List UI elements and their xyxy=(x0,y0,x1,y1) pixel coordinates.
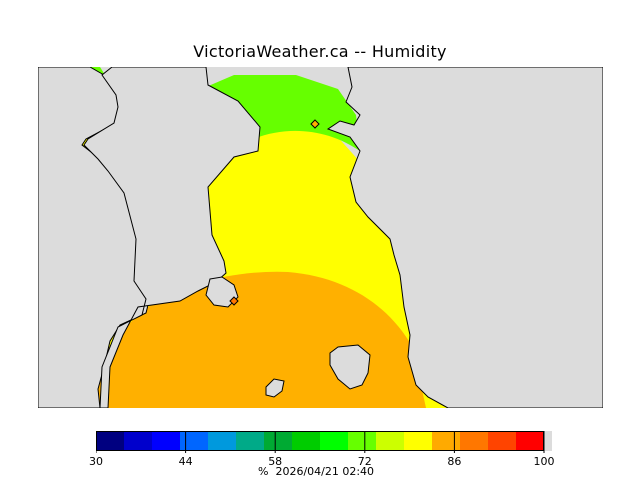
color-legend xyxy=(96,431,552,453)
island-1 xyxy=(329,344,371,390)
legend-swatch xyxy=(236,431,265,451)
legend-swatch xyxy=(376,431,405,451)
legend-swatch xyxy=(460,431,489,451)
legend-swatch xyxy=(516,431,545,451)
legend-tick-label: 44 xyxy=(178,455,193,468)
legend-swatch xyxy=(264,431,293,451)
legend-swatch xyxy=(152,431,181,451)
chart-title: VictoriaWeather.ca -- Humidity xyxy=(193,42,447,61)
station-marker-north xyxy=(310,119,320,129)
legend-swatch xyxy=(96,431,125,451)
legend-swatch xyxy=(432,431,461,451)
humidity-map xyxy=(38,67,603,408)
legend-tick-label: 86 xyxy=(447,455,462,468)
legend-swatch xyxy=(292,431,321,451)
legend-swatch xyxy=(124,431,153,451)
unit-symbol: % xyxy=(258,465,269,478)
legend-swatch xyxy=(404,431,433,451)
legend-tick-label: 100 xyxy=(533,455,555,468)
legend-swatch xyxy=(348,431,377,451)
green-zone-center xyxy=(206,75,360,151)
land-east xyxy=(326,67,603,408)
timestamp: 2026/04/21 02:40 xyxy=(275,465,375,478)
legend-swatch xyxy=(320,431,349,451)
legend-tick-label: 30 xyxy=(89,455,103,468)
station-marker-victoria xyxy=(229,296,239,306)
legend-swatch xyxy=(208,431,237,451)
legend-tail xyxy=(544,431,552,451)
legend-footer: % 2026/04/21 02:40 xyxy=(258,465,374,478)
legend-tick-label: 58 xyxy=(268,455,283,468)
island-2 xyxy=(265,378,285,398)
legend-swatch xyxy=(180,431,209,451)
land-central xyxy=(83,67,261,408)
legend-tick-label: 72 xyxy=(357,455,372,468)
legend-swatch xyxy=(488,431,517,451)
